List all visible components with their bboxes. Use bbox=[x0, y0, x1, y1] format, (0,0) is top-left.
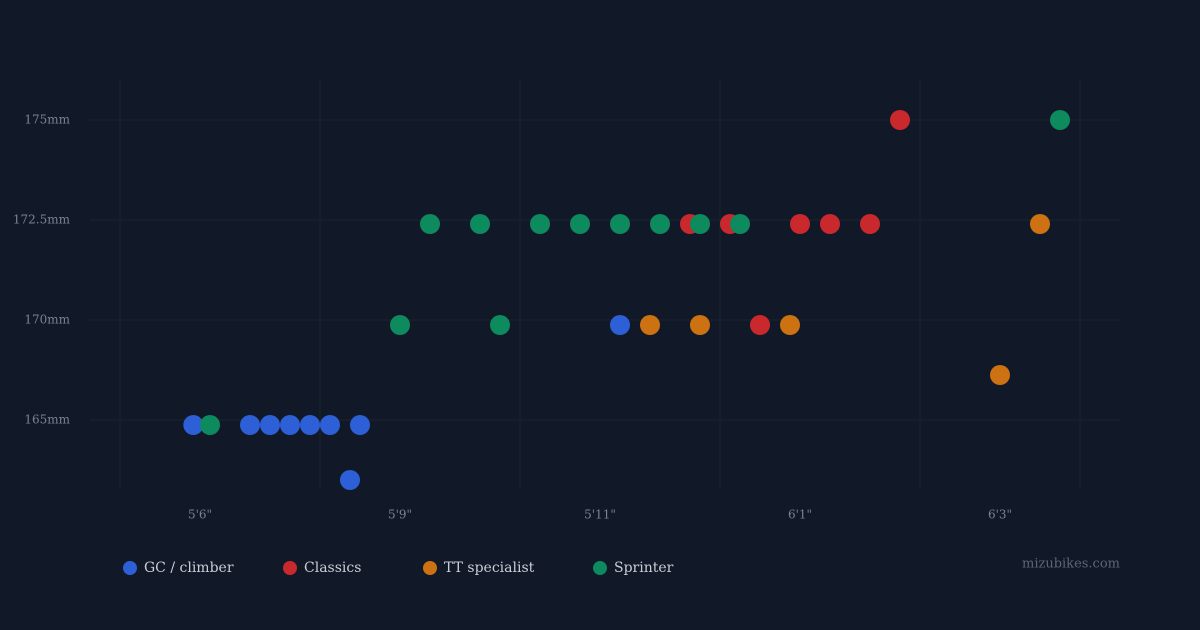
point bbox=[820, 214, 840, 234]
point bbox=[780, 315, 800, 335]
point bbox=[650, 214, 670, 234]
legend-label: TT specialist bbox=[444, 560, 535, 576]
x-tick-label: 5'6" bbox=[188, 508, 212, 522]
point bbox=[860, 214, 880, 234]
y-tick-label: 165mm bbox=[24, 413, 70, 427]
point bbox=[730, 214, 750, 234]
point bbox=[640, 315, 660, 335]
point bbox=[790, 214, 810, 234]
x-tick-label: 6'3" bbox=[988, 508, 1012, 522]
point bbox=[610, 214, 630, 234]
point bbox=[1050, 110, 1070, 130]
point bbox=[610, 315, 630, 335]
legend-label: GC / climber bbox=[144, 560, 234, 576]
point bbox=[420, 214, 440, 234]
footer: mizubikes.com bbox=[1022, 557, 1120, 572]
point bbox=[340, 470, 360, 490]
point bbox=[320, 415, 340, 435]
legend-label: Classics bbox=[304, 560, 361, 576]
point bbox=[390, 315, 410, 335]
legend-swatch bbox=[123, 561, 137, 575]
point bbox=[240, 415, 260, 435]
x-tick-label: 5'9" bbox=[388, 508, 412, 522]
x-tick-label: 6'1" bbox=[788, 508, 812, 522]
point bbox=[350, 415, 370, 435]
point bbox=[1030, 214, 1050, 234]
point bbox=[470, 214, 490, 234]
legend-swatch bbox=[283, 561, 297, 575]
y-tick-label: 170mm bbox=[24, 313, 70, 327]
x-tick-label: 5'11" bbox=[584, 508, 616, 522]
point bbox=[570, 214, 590, 234]
point bbox=[260, 415, 280, 435]
point bbox=[690, 315, 710, 335]
legend-label: Sprinter bbox=[614, 560, 674, 576]
vertical-grid bbox=[119, 80, 1081, 490]
y-tick-label: 175mm bbox=[24, 113, 70, 127]
legend-swatch bbox=[593, 561, 607, 575]
point bbox=[530, 214, 550, 234]
point bbox=[890, 110, 910, 130]
point bbox=[750, 315, 770, 335]
point bbox=[490, 315, 510, 335]
legend-swatch bbox=[423, 561, 437, 575]
point bbox=[280, 415, 300, 435]
point bbox=[690, 214, 710, 234]
point bbox=[183, 415, 204, 435]
y-tick-label: 172.5mm bbox=[13, 213, 71, 227]
point bbox=[200, 415, 220, 435]
point bbox=[300, 415, 320, 435]
point bbox=[990, 365, 1010, 385]
